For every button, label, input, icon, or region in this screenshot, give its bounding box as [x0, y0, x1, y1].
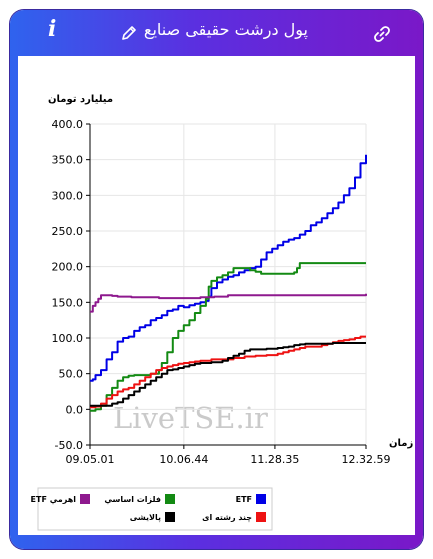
link-icon[interactable] [372, 24, 392, 44]
legend-swatch [256, 494, 266, 504]
pencil-icon[interactable] [120, 24, 138, 42]
legend-box [37, 487, 273, 531]
y-tick-label: -50.0 [55, 439, 83, 452]
series-line-2 [90, 293, 367, 313]
watermark: LiveTSE.ir [113, 401, 268, 435]
y-tick-label: 300.0 [52, 189, 84, 202]
y-tick-label: 50.0 [59, 368, 84, 381]
legend-label[interactable]: پالايشى [130, 513, 161, 522]
y-tick-label: 200.0 [52, 261, 84, 274]
y-tick-label: 100.0 [52, 332, 84, 345]
legend-label[interactable]: ETF [236, 495, 252, 504]
legend-label[interactable]: ETF اهرمي [31, 495, 77, 504]
y-axis-label: میلیارد تومان [48, 94, 113, 105]
y-tick-label: 350.0 [52, 154, 84, 167]
line-chart: میلیارد تومان زمان LiveTSE.ir 400.0 350.0… [31, 94, 413, 531]
series-line-1 [90, 262, 366, 412]
series-line-3 [90, 335, 366, 409]
series-line-4 [90, 342, 366, 407]
widget-header: i پول درشت حقیقی صنایع [10, 10, 423, 56]
legend-swatch [256, 512, 266, 522]
legend-swatch [80, 494, 90, 504]
legend-swatch [165, 494, 175, 504]
legend-swatch [165, 512, 175, 522]
series-line-0 [90, 154, 367, 382]
widget-frame: i پول درشت حقیقی صنایع میلیارد تومان زما… [10, 10, 423, 549]
x-tick-label: 11.28.35 [250, 453, 299, 466]
y-tick-label: 400.0 [52, 118, 84, 131]
y-tick-label: 150.0 [52, 296, 84, 309]
x-axis-label: زمان [389, 438, 413, 449]
y-tick-label: 250.0 [52, 225, 84, 238]
x-tick-label: 10.06.44 [159, 453, 208, 466]
y-tick-label: 0.0 [66, 403, 84, 416]
legend-label[interactable]: چند رشته اى [202, 513, 252, 522]
chart-panel: میلیارد تومان زمان LiveTSE.ir 400.0 350.0… [18, 56, 415, 535]
x-tick-label: 09.05.01 [66, 453, 115, 466]
legend-label[interactable]: فلزات اساسي [104, 495, 161, 504]
info-icon[interactable]: i [48, 16, 57, 42]
x-tick-label: 12.32.59 [342, 453, 391, 466]
widget-title: پول درشت حقیقی صنایع [143, 20, 308, 39]
